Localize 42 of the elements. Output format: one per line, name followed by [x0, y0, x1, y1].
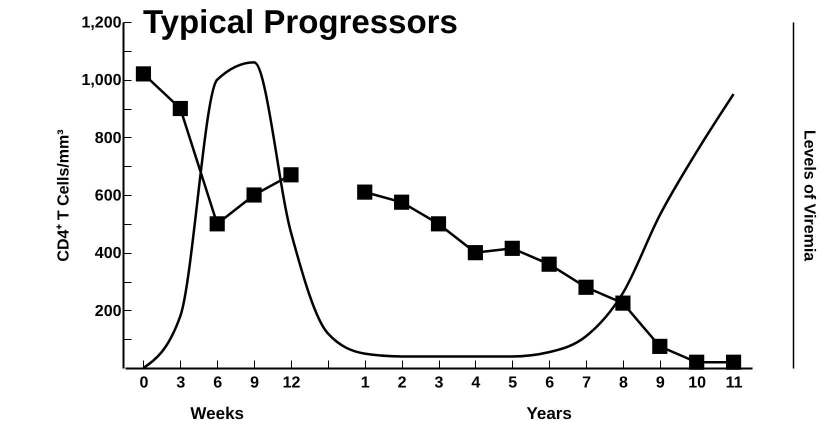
- x-tick-label: 7: [582, 374, 592, 392]
- point: [283, 167, 299, 182]
- chart-title: Typical Progressors: [142, 3, 458, 40]
- point: [689, 354, 704, 370]
- x-tick-label: 3: [434, 374, 444, 392]
- x-tick-label: 9: [656, 374, 665, 392]
- text: Years: [526, 404, 572, 423]
- point: [578, 280, 594, 295]
- y-tick-label: 600: [94, 188, 122, 204]
- x-tick-label: 6: [213, 374, 222, 392]
- point: [210, 216, 225, 232]
- point: [726, 354, 742, 370]
- point: [468, 245, 483, 260]
- point: [542, 256, 557, 272]
- point: [172, 100, 188, 116]
- x-tick-label: 0: [139, 374, 148, 392]
- y-axis-title: CD4⁺ T Cells/mm³: [55, 129, 72, 262]
- x-tick-label: 8: [618, 374, 628, 392]
- x-tick-label: 9: [250, 374, 260, 392]
- point: [136, 66, 152, 82]
- x-tick-label: 2: [398, 374, 407, 392]
- x-tick-label: 11: [726, 374, 743, 392]
- x-tick-label: 5: [508, 374, 518, 392]
- point: [357, 184, 372, 200]
- point: [504, 240, 520, 256]
- point: [652, 338, 668, 354]
- y-tick-label: 1,000: [81, 72, 122, 90]
- y-tick-label: 400: [94, 245, 122, 262]
- y-tick-label: 200: [94, 302, 122, 320]
- y2-axis-title: Levels of Viremia: [800, 130, 818, 262]
- y-tick-label: 1,200: [81, 14, 122, 32]
- x-tick-label: 4: [471, 374, 480, 392]
- x-tick-label: 12: [282, 374, 300, 392]
- y-tick-label: 800: [94, 130, 122, 147]
- point: [394, 194, 410, 210]
- point: [246, 187, 262, 203]
- x-tick-label: 6: [545, 374, 554, 392]
- x-tick-label: 1: [360, 374, 370, 392]
- x-tick-label: 3: [176, 374, 186, 392]
- x-tick-label: 10: [688, 374, 706, 392]
- text: Weeks: [190, 404, 244, 423]
- point: [430, 216, 446, 232]
